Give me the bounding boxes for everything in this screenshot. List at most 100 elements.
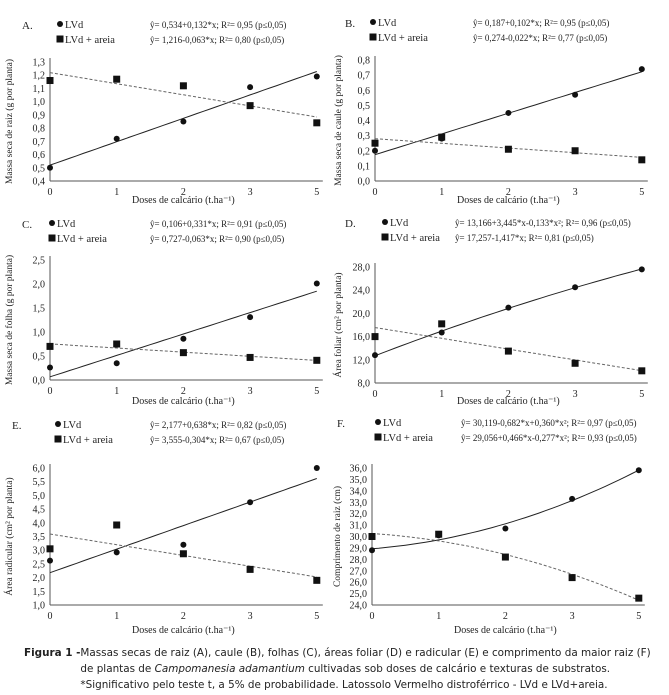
x-axis-title: Doses de calcário (t.ha⁻¹) (132, 625, 235, 636)
legend-label: LVd (65, 20, 84, 31)
data-point-lvd (47, 557, 53, 564)
data-point-lvd (505, 304, 512, 311)
data-point-lvd (502, 525, 509, 532)
legend-marker-square-icon (374, 433, 382, 441)
y-tick-label: 1,2 (33, 71, 46, 82)
y-tick-label: 1,5 (33, 304, 46, 315)
x-tick-label: 3 (573, 389, 578, 400)
y-tick-label: 28,0 (350, 555, 368, 566)
y-tick-label: 0,5 (33, 352, 46, 363)
y-tick-label: 0,4 (358, 116, 371, 127)
y-tick-label: 0,7 (358, 71, 371, 82)
x-tick-label: 5 (639, 389, 644, 400)
y-tick-label: 0,4 (33, 177, 46, 188)
x-tick-label: 0 (370, 611, 375, 622)
y-tick-label: 29,0 (350, 543, 368, 554)
y-tick-label: 0,8 (33, 124, 46, 135)
data-point-lvd-areia (371, 139, 379, 147)
y-tick-label: 0,6 (33, 150, 46, 161)
legend-marker-square-icon (56, 35, 64, 43)
data-point-lvd (569, 495, 576, 502)
legend-marker-circle-icon (370, 19, 376, 25)
trend-equation: ŷ= 13,166+3,445*x-0,133*x²; R²= 0,96 (p≤… (455, 218, 631, 228)
y-tick-label: 0,1 (358, 161, 371, 172)
x-axis-title: Doses de calcário (t.ha⁻¹) (457, 396, 560, 407)
panel-letter: B. (345, 18, 355, 30)
data-point-lvd (313, 280, 320, 287)
y-tick-label: 2,5 (33, 256, 46, 267)
trendline-lvd (49, 478, 317, 574)
x-axis-title: Doses de calcário (t.ha⁻¹) (454, 625, 557, 636)
data-point-lvd-areia (113, 340, 121, 348)
data-point-lvd (180, 541, 187, 548)
x-tick-label: 3 (570, 611, 575, 622)
x-tick-label: 2 (506, 187, 511, 198)
data-point-lvd (369, 547, 375, 554)
y-tick-label: 1,0 (33, 601, 46, 612)
trend-equation: ŷ= 0,727-0,063*x; R²= 0,90 (p≤0,05) (150, 234, 284, 244)
data-point-lvd (47, 364, 53, 371)
x-tick-label: 0 (373, 389, 378, 400)
y-tick-label: 31,0 (350, 521, 368, 532)
y-tick-label: 26,0 (350, 578, 368, 589)
trend-equation: ŷ= 2,177+0,638*x; R²= 0,82 (p≤0,05) (150, 420, 286, 430)
y-tick-label: 5,5 (33, 477, 46, 488)
data-point-lvd (635, 467, 642, 474)
x-tick-label: 0 (48, 187, 53, 198)
data-point-lvd-areia (638, 367, 646, 375)
x-axis-title: Doses de calcário (t.ha⁻¹) (132, 195, 235, 206)
trend-equation: ŷ= 30,119-0,682*x+0,360*x²; R²= 0,97 (p≤… (461, 418, 636, 428)
y-axis-title: Massa seca de folha (g por planta) (4, 255, 15, 385)
y-tick-label: 35,0 (350, 475, 368, 486)
legend-marker-circle-icon (57, 21, 63, 27)
data-point-lvd (113, 135, 120, 142)
trend-equation: ŷ= 0,106+0,331*x; R²= 0,91 (p≤0,05) (150, 219, 286, 229)
legend-label: LVd (383, 418, 402, 429)
data-point-lvd-areia (438, 133, 446, 141)
data-point-lvd-areia (501, 553, 509, 561)
legend-marker-square-icon (369, 33, 377, 41)
data-point-lvd (372, 147, 378, 154)
data-point-lvd (113, 549, 120, 556)
x-tick-label: 3 (248, 611, 253, 622)
trend-equation: ŷ= 29,056+0,466*x-0,277*x²; R²= 0,93 (p≤… (461, 433, 637, 443)
caption-species: Campomanesia adamantium (154, 663, 305, 675)
data-point-lvd-areia (504, 347, 512, 355)
y-tick-label: 0,7 (33, 137, 46, 148)
y-tick-label: 0,0 (33, 376, 46, 387)
y-tick-label: 2,0 (33, 280, 46, 291)
data-point-lvd (438, 329, 445, 336)
trend-equation: ŷ= 0,534+0,132*x; R²= 0,95 (p≤0,05) (150, 20, 286, 30)
y-tick-label: 0,5 (358, 101, 371, 112)
y-tick-label: 6,0 (33, 464, 46, 475)
trendline-lvd-areia (49, 72, 317, 118)
data-point-lvd-areia (246, 353, 254, 361)
data-point-lvd-areia (571, 359, 579, 367)
y-tick-label: 30,0 (350, 532, 368, 543)
caption-text-2: cultivadas sob doses de calcário e textu… (80, 663, 611, 691)
data-point-lvd-areia (113, 521, 121, 529)
y-tick-label: 3,0 (33, 546, 46, 557)
panel-letter: A. (22, 20, 33, 32)
legend-marker-circle-icon (49, 220, 55, 226)
chart-panel-a: A. LVd ŷ= 0,534+0,132*x; R²= 0,95 (p≤0,05)… (4, 20, 323, 206)
x-tick-label: 5 (639, 187, 644, 198)
y-tick-label: 0,6 (358, 86, 371, 97)
data-point-lvd (180, 118, 187, 125)
data-point-lvd (572, 91, 579, 98)
data-point-lvd (638, 266, 645, 273)
trendline-lvd-areia (49, 343, 317, 361)
data-point-lvd (113, 360, 120, 367)
trendline-lvd-areia (371, 533, 639, 601)
x-tick-label: 1 (439, 389, 444, 400)
x-tick-label: 1 (114, 611, 119, 622)
data-point-lvd-areia (313, 576, 321, 584)
legend-marker-square-icon (54, 435, 62, 443)
x-tick-label: 1 (439, 187, 444, 198)
figure-canvas: A. LVd ŷ= 0,534+0,132*x; R²= 0,95 (p≤0,05)… (3, 18, 648, 636)
x-tick-label: 2 (503, 611, 508, 622)
x-tick-label: 3 (248, 187, 253, 198)
trend-equation: ŷ= 1,216-0,063*x; R²= 0,80 (p≤0,05) (150, 35, 284, 45)
y-tick-label: 25,0 (350, 589, 368, 600)
x-axis-title: Doses de calcário (t.ha⁻¹) (132, 396, 235, 407)
